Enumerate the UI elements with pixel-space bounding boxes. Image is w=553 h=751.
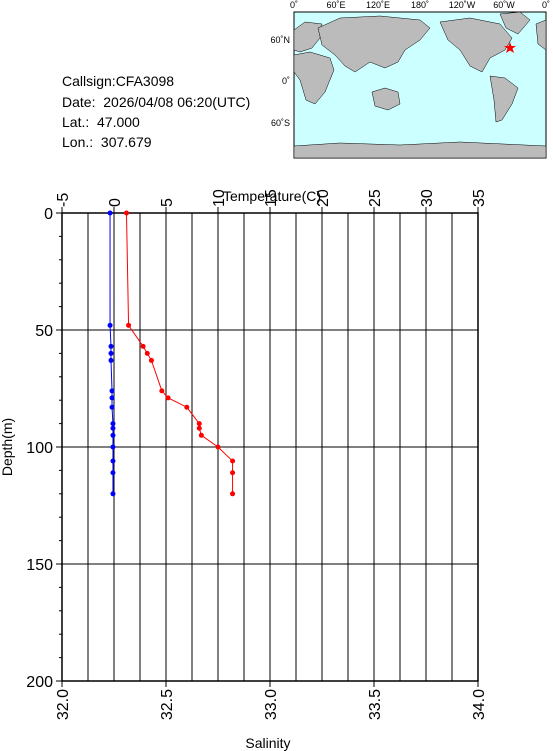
- profile-point: [109, 395, 115, 401]
- profile-point: [215, 444, 221, 450]
- lon-label: 0˚: [542, 0, 550, 10]
- lon-label: 60˚E: [326, 0, 345, 10]
- profile-point: [110, 432, 116, 438]
- info-block: Callsign:CFA3098 Date: 2026/04/08 06:20(…: [62, 73, 250, 150]
- profile-point: [107, 210, 113, 216]
- profile-point: [110, 470, 116, 476]
- map-land: [293, 11, 547, 159]
- profile-point: [184, 404, 190, 410]
- info-line: Lat.: 47.000: [62, 114, 140, 130]
- profile-point: [148, 357, 154, 363]
- profile-point: [140, 343, 146, 349]
- profile-point: [144, 350, 150, 356]
- profile-point: [198, 432, 204, 438]
- profile-point: [196, 421, 202, 427]
- map: 0˚ 60˚E 120˚E 180˚ 120˚W 60˚W 0˚ 60˚N 0˚…: [270, 0, 550, 159]
- profile-point: [196, 425, 202, 431]
- x2-tick-label: -5: [55, 193, 72, 207]
- x2-axis-title: Temperature(C): [223, 188, 321, 204]
- profile-point: [107, 322, 113, 328]
- profile-point: [230, 458, 236, 464]
- lat-label: 60˚S: [271, 118, 290, 128]
- y-axis-title: Depth(m): [0, 418, 15, 476]
- lat-label: 60˚N: [270, 35, 290, 45]
- lat-label: 0˚: [282, 76, 290, 86]
- profile-point: [110, 421, 116, 427]
- profile-point: [230, 470, 236, 476]
- lon-label: 120˚W: [449, 0, 476, 10]
- x2-tick-label: 5: [159, 198, 176, 207]
- x2-tick-label: 30: [419, 189, 436, 207]
- y-tick-label: 0: [44, 206, 53, 223]
- lon-label: 60˚W: [493, 0, 515, 10]
- y-tick-label: 200: [26, 674, 53, 691]
- station-marker: [504, 42, 516, 53]
- x-tick-label: 33.0: [263, 689, 280, 720]
- profile-line: [125, 212, 234, 494]
- profile-point: [110, 491, 116, 497]
- lon-label: 180˚: [411, 0, 429, 10]
- y-tick-label: 150: [26, 557, 53, 574]
- x2-tick-label: 0: [107, 198, 124, 207]
- profile-point: [109, 404, 115, 410]
- info-line: Date: 2026/04/08 06:20(UTC): [62, 94, 250, 110]
- info-line: Callsign:CFA3098: [62, 73, 174, 89]
- lon-label: 0˚: [290, 0, 298, 10]
- profile-point: [230, 491, 236, 497]
- profile-point: [123, 210, 129, 216]
- info-line: Lon.: 307.679: [62, 134, 152, 150]
- y-tick-label: 50: [35, 323, 53, 340]
- x-tick-label: 34.0: [471, 689, 488, 720]
- profile-point: [108, 343, 114, 349]
- x2-tick-label: 15: [263, 189, 280, 207]
- profile-point: [109, 388, 115, 394]
- profile-point: [126, 322, 132, 328]
- profile-point: [159, 388, 165, 394]
- x2-tick-label: 25: [367, 189, 384, 207]
- x2-tick-label: 35: [471, 189, 488, 207]
- x-tick-label: 33.5: [367, 689, 384, 720]
- profile-point: [165, 395, 171, 401]
- x2-tick-label: 10: [211, 189, 228, 207]
- profile-point: [110, 425, 116, 431]
- x2-tick-label: 20: [315, 189, 332, 207]
- x-tick-label: 32.5: [159, 689, 176, 720]
- profile-point: [110, 458, 116, 464]
- profile-point: [108, 357, 114, 363]
- lon-label: 120˚E: [366, 0, 390, 10]
- x-axis-title: Salinity: [245, 735, 290, 751]
- profile-point: [110, 444, 116, 450]
- profile-point: [108, 350, 114, 356]
- x-tick-label: 32.0: [55, 689, 72, 720]
- y-tick-label: 100: [26, 440, 53, 457]
